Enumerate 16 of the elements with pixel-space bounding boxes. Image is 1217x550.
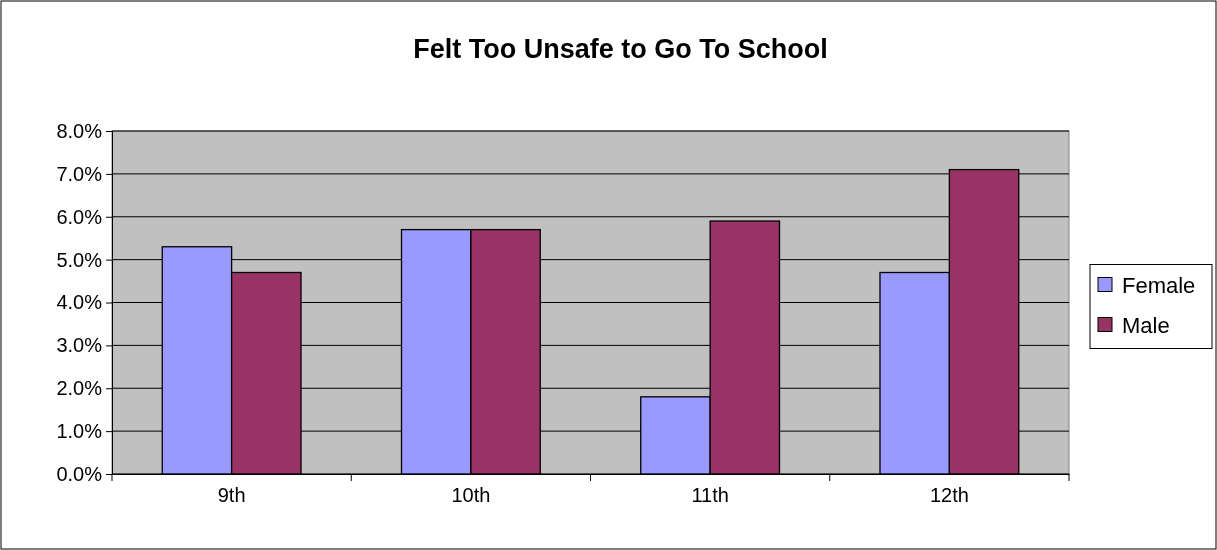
y-tick-label: 7.0% (56, 162, 103, 185)
y-tick-label: 3.0% (56, 334, 103, 357)
y-tick-label: 0.0% (56, 462, 103, 485)
x-tick-label: 9th (217, 484, 246, 507)
y-tick-label: 6.0% (56, 205, 103, 228)
x-tick-label: 10th (451, 484, 491, 507)
legend-label: Male (1122, 312, 1170, 338)
y-tick-label: 1.0% (56, 420, 103, 443)
legend-label: Female (1122, 272, 1196, 298)
chart-title: Felt Too Unsafe to Go To School (413, 34, 828, 64)
y-tick-label: 5.0% (56, 248, 103, 271)
y-tick-label: 8.0% (56, 119, 103, 142)
x-tick-label: 11th (691, 484, 729, 507)
y-tick-label: 2.0% (56, 377, 103, 400)
x-tick-label: 12th (929, 484, 969, 507)
y-tick-label: 4.0% (56, 291, 103, 314)
